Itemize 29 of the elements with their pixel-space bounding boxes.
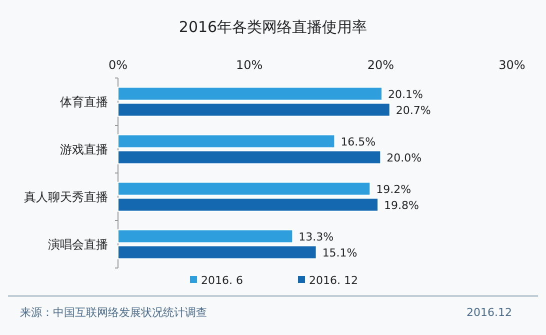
data-label: 16.5% <box>340 135 376 148</box>
data-label: 20.0% <box>386 151 422 164</box>
x-tick-label: 0% <box>108 58 128 72</box>
legend-label: 2016. 6 <box>201 274 243 287</box>
bar <box>118 102 390 117</box>
y-tick-label: 演唱会直播 <box>48 237 108 252</box>
bar <box>118 134 336 148</box>
data-label: 20.1% <box>388 88 423 101</box>
legend-label: 2016. 12 <box>309 274 358 287</box>
bar <box>118 182 371 196</box>
text: 2016.12 <box>466 306 512 319</box>
data-label: 13.3% <box>298 230 334 244</box>
data-label: 19.2% <box>376 182 412 196</box>
data-label: 19.8% <box>384 198 419 212</box>
bar <box>118 150 382 164</box>
data-label: 15.1% <box>322 246 358 260</box>
bar <box>118 229 294 244</box>
bar <box>118 86 382 101</box>
x-tick-label: 30% <box>498 58 526 72</box>
data-label: 20.7% <box>396 104 431 117</box>
y-tick-label: 游戏直播 <box>60 142 108 156</box>
x-tick-label: 20% <box>367 58 394 72</box>
y-tick-label: 体育直播 <box>60 94 108 109</box>
x-tick-label: 10% <box>236 58 263 72</box>
y-tick-label: 真人聊天秀直播 <box>24 190 108 204</box>
source-note: 来源：中国互联网络发展状况统计调查 <box>20 306 207 319</box>
chart-title: 2016年各类网络直播使用率 <box>178 18 368 36</box>
bar <box>118 198 379 212</box>
bar <box>118 245 317 260</box>
